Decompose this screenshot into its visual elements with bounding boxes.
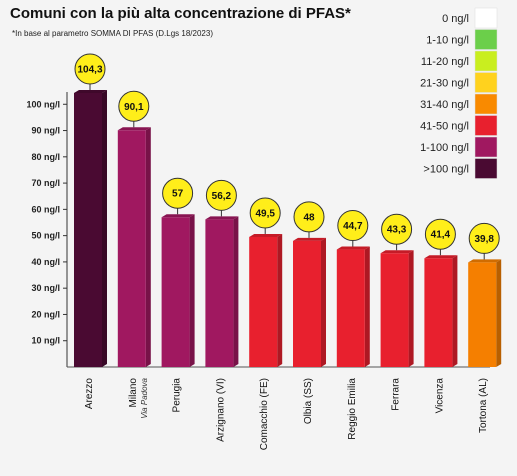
y-tick-label: 80 ng/l: [31, 152, 60, 162]
bar-side: [145, 127, 151, 367]
bar-side: [189, 214, 195, 367]
legend-swatch: [474, 72, 498, 93]
y-tick-label: 60 ng/l: [31, 204, 60, 214]
value-badge: [249, 197, 281, 229]
bar-side: [321, 237, 326, 367]
legend-label: >100 ng/l: [423, 164, 469, 176]
bar-top: [468, 259, 502, 263]
value-label: 41,4: [431, 230, 451, 241]
legend-label: 31-40 ng/l: [420, 99, 469, 111]
bar: [249, 236, 278, 367]
value-badge: [205, 179, 237, 211]
value-label: 56,2: [212, 191, 232, 202]
legend-label: 1-100 ng/l: [420, 142, 469, 154]
value-label: 90,1: [124, 102, 144, 113]
bar-top: [424, 255, 458, 259]
value-label: 43,3: [387, 225, 407, 236]
category-label: Milano: [128, 378, 139, 408]
bar-side: [364, 246, 370, 367]
legend-swatch: [474, 50, 498, 72]
bar-top: [249, 233, 283, 237]
bar-top: [380, 250, 414, 254]
y-tick-label: 20 ng/l: [31, 309, 60, 319]
value-badge: [118, 90, 150, 122]
bar-side: [102, 89, 107, 367]
legend-swatch: [474, 158, 498, 179]
bar-top: [74, 89, 107, 93]
legend-swatch: [474, 93, 498, 115]
bar: [468, 262, 497, 367]
value-label: 48: [303, 212, 315, 223]
category-sublabel: Via Padova: [140, 377, 149, 418]
y-tick-label: 50 ng/l: [31, 231, 60, 241]
value-badge: [74, 53, 106, 85]
category-label: Reggio Emilia: [347, 378, 358, 440]
legend-swatch: [474, 115, 498, 136]
category-label: Olbia (SS): [303, 378, 314, 424]
bar-side: [277, 233, 283, 367]
y-tick-label: 10 ng/l: [31, 336, 60, 346]
bar-side: [496, 259, 502, 367]
bar: [117, 130, 146, 367]
category-label: Comacchio (FE): [259, 378, 270, 450]
y-tick-label: 40 ng/l: [31, 257, 60, 267]
bar-top: [205, 216, 239, 220]
bar: [424, 258, 453, 367]
bar-side: [408, 250, 414, 367]
value-label: 39,8: [474, 234, 494, 245]
category-label: Arzignano (VI): [215, 378, 226, 442]
bar-side: [233, 216, 239, 367]
bar-top: [117, 127, 151, 131]
category-label: Vicenza: [434, 378, 445, 414]
legend-label: 1-10 ng/l: [426, 35, 469, 47]
bar: [74, 92, 102, 367]
value-badge: [468, 222, 500, 254]
y-tick-label: 30 ng/l: [31, 283, 60, 293]
chart-subtitle: *In base al parametro SOMMA DI PFAS (D.L…: [12, 29, 213, 38]
category-label: Ferrara: [391, 378, 402, 411]
legend-swatch: [474, 7, 498, 29]
legend-label: 41-50 ng/l: [420, 121, 469, 133]
legend-swatch: [474, 136, 498, 158]
bar: [161, 217, 190, 367]
value-label: 104,3: [77, 64, 102, 75]
bar: [205, 219, 234, 367]
category-label: Arezzo: [84, 378, 95, 410]
y-tick-label: 70 ng/l: [31, 178, 60, 188]
category-label: Perugia: [172, 378, 183, 413]
value-badge: [381, 213, 413, 245]
y-tick-label: 90 ng/l: [31, 126, 60, 136]
bar: [336, 249, 365, 367]
value-badge: [337, 210, 369, 242]
value-badge: [293, 201, 325, 233]
bar-top: [336, 246, 370, 250]
value-label: 49,5: [255, 208, 275, 219]
bar-top: [161, 214, 195, 218]
bar: [380, 253, 409, 367]
value-badge: [162, 177, 194, 209]
category-label: Tortona (AL): [478, 378, 489, 433]
legend-label: 0 ng/l: [442, 13, 469, 25]
legend-label: 21-30 ng/l: [420, 78, 469, 90]
legend-swatch: [474, 29, 498, 50]
value-label: 57: [172, 189, 184, 200]
chart-title: Comuni con la più alta concentrazione di…: [10, 5, 351, 22]
bar-side: [452, 255, 458, 367]
value-badge: [424, 218, 456, 250]
y-tick-label: 100 ng/l: [26, 99, 60, 109]
legend-label: 11-20 ng/l: [421, 56, 469, 68]
bar: [293, 240, 321, 367]
value-label: 44,7: [343, 221, 363, 232]
bar-top: [293, 237, 326, 241]
